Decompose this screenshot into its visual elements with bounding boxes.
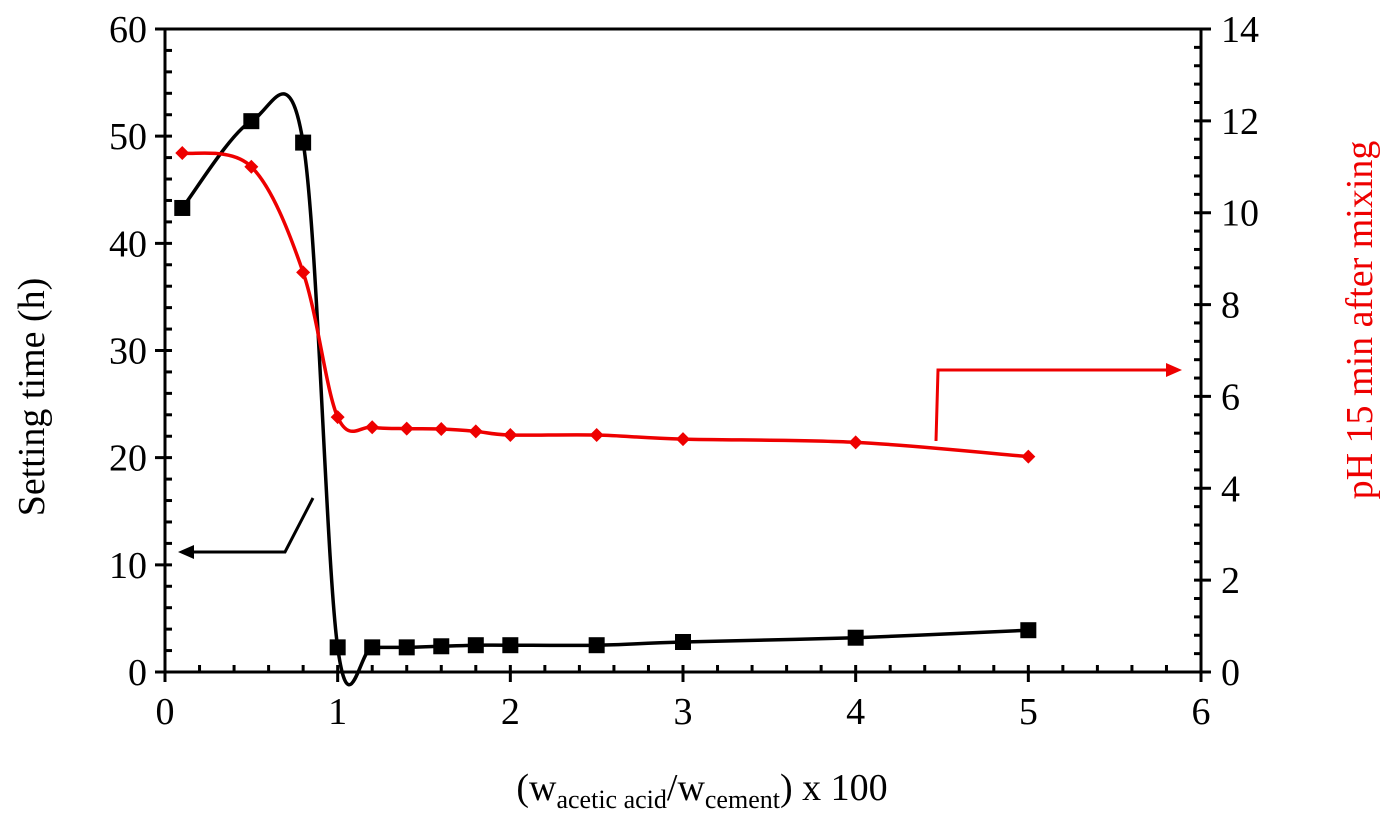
y-tick-label: 20	[109, 438, 147, 480]
setting-time-point	[502, 637, 519, 654]
x-axis-title-suffix: ) x 100	[780, 767, 888, 809]
y2-tick-label: 10	[1221, 193, 1259, 235]
ph-point	[589, 428, 604, 443]
axis-ticks	[155, 27, 1211, 682]
y2-tick-label: 4	[1221, 468, 1240, 510]
setting-time-point	[243, 113, 260, 130]
y-tick-label: 10	[109, 545, 147, 587]
ph-point	[848, 435, 863, 450]
y-tick-label: 0	[128, 652, 147, 694]
ph-point	[676, 432, 690, 447]
x-axis-title-mid: /w	[667, 767, 706, 809]
setting-time-point	[467, 637, 484, 654]
y2-tick-label: 14	[1221, 9, 1259, 51]
x-axis-title: (wacetic acid/wcement) x 100	[516, 767, 887, 814]
y-axis-title: Setting time (h)	[11, 278, 53, 517]
x-axis-title-prefix: (w	[516, 767, 557, 809]
x-tick-label: 0	[156, 691, 175, 733]
axis-indicator-arrows	[178, 363, 1182, 559]
right-axis-arrow-line	[934, 368, 1168, 442]
x-axis-title-sub1: acetic acid	[556, 785, 666, 814]
y-tick-label: 40	[109, 223, 147, 265]
x-tick-label: 1	[328, 691, 347, 733]
setting-time-point	[433, 638, 450, 655]
setting-time-point	[174, 199, 191, 216]
data-series	[174, 92, 1037, 687]
setting-time-point	[1020, 622, 1037, 639]
setting-time-point	[398, 639, 415, 656]
ph-point	[244, 159, 259, 174]
y-tick-label: 50	[109, 116, 147, 158]
setting-time-point	[847, 629, 864, 646]
ph-point	[365, 420, 380, 435]
right-axis-arrowhead	[1166, 363, 1182, 377]
ph-point	[503, 428, 518, 443]
ph-point	[330, 410, 345, 425]
x-tick-label: 4	[846, 691, 865, 733]
setting-time-point	[675, 633, 691, 650]
y2-tick-label: 2	[1221, 560, 1240, 602]
y-tick-label: 60	[109, 9, 147, 51]
x-axis-title-sub2: cement	[705, 785, 781, 814]
setting-time-point	[295, 134, 312, 151]
y2-axis-title: pH 15 min after mixing	[1339, 141, 1381, 500]
setting-time-point	[329, 639, 346, 656]
ph-point	[1021, 449, 1036, 464]
y2-tick-label: 0	[1221, 652, 1240, 694]
ph-point	[175, 146, 190, 161]
y2-tick-label: 8	[1221, 285, 1240, 327]
x-tick-label: 5	[1019, 691, 1038, 733]
setting-time-point	[588, 637, 605, 654]
left-axis-arrow-line	[190, 497, 315, 554]
y2-tick-label: 6	[1221, 376, 1240, 418]
left-axis-arrowhead	[178, 545, 194, 559]
x-tick-label: 3	[674, 691, 693, 733]
y-tick-label: 30	[109, 331, 147, 373]
y2-tick-label: 12	[1221, 101, 1259, 143]
setting-time-series-line	[180, 92, 1029, 687]
x-tick-label: 2	[501, 691, 520, 733]
x-tick-label: 6	[1192, 691, 1211, 733]
setting-time-point	[364, 639, 381, 656]
ph-point	[399, 421, 414, 436]
ph-point	[468, 424, 483, 439]
ph-point	[296, 265, 311, 280]
ph-point	[434, 422, 449, 437]
